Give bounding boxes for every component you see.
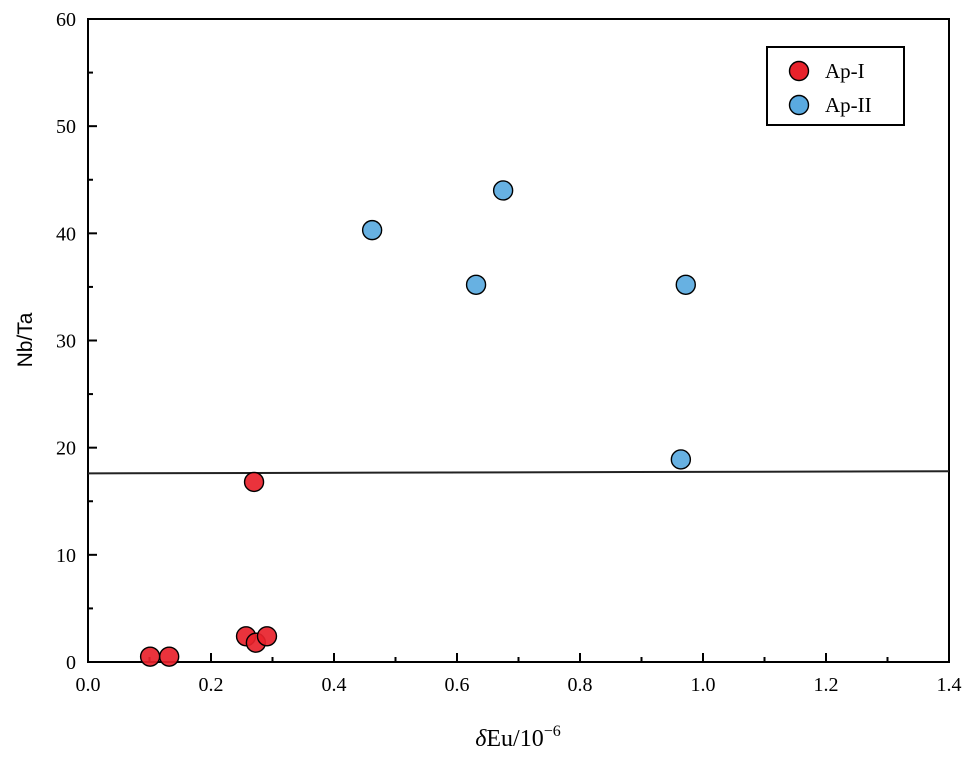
- x-tick-label: 1.0: [691, 674, 716, 696]
- x-tick-label: 0.0: [76, 674, 101, 696]
- legend-marker: [788, 60, 810, 82]
- y-axis-label: Nb/Ta: [14, 312, 37, 367]
- x-tick-label: 1.4: [937, 674, 962, 696]
- data-point-ap-i: [256, 626, 278, 647]
- x-tick-label: 0.4: [322, 674, 347, 696]
- data-point-ap-ii: [670, 449, 692, 470]
- y-tick-label: 60: [56, 9, 76, 31]
- data-point-ap-ii: [492, 180, 514, 201]
- data-point-ap-i: [243, 471, 265, 493]
- data-point-ap-ii: [361, 219, 383, 241]
- legend-label: Ap-II: [825, 93, 872, 117]
- data-point-ap-i: [139, 646, 161, 667]
- x-axis-label: δEu/10−6: [475, 723, 561, 752]
- legend-label: Ap-I: [825, 59, 865, 83]
- reference-line: [87, 470, 950, 475]
- x-tick-label: 0.8: [568, 674, 593, 696]
- legend-box: [766, 46, 905, 126]
- y-tick-label: 20: [56, 438, 76, 460]
- y-tick-label: 30: [56, 331, 76, 353]
- y-tick-label: 40: [56, 223, 76, 245]
- legend-marker: [788, 94, 810, 116]
- x-tick-label: 1.2: [814, 674, 839, 696]
- data-point-ap-i: [158, 646, 180, 667]
- y-tick-label: 10: [56, 545, 76, 567]
- data-point-ap-ii: [675, 274, 696, 295]
- y-tick-label: 0: [66, 652, 76, 674]
- y-tick-label: 50: [56, 116, 76, 138]
- data-point-ap-ii: [465, 274, 487, 295]
- x-tick-label: 0.2: [199, 674, 224, 696]
- x-tick-label: 0.6: [445, 674, 470, 696]
